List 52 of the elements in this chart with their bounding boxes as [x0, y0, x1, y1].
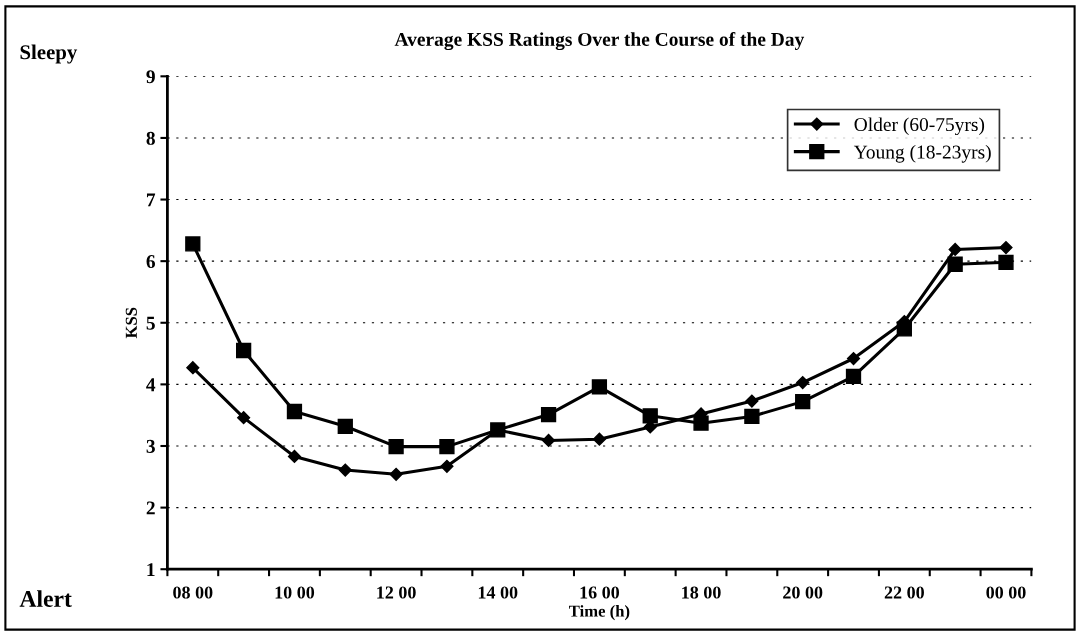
- point: [744, 408, 760, 425]
- x-tick-label: 00 00: [986, 586, 1026, 599]
- point: [591, 379, 608, 395]
- point: [948, 242, 962, 257]
- y-tick-label: 6: [146, 255, 156, 269]
- point: [541, 433, 556, 448]
- x-tick-label: 18 00: [682, 586, 721, 599]
- point: [338, 463, 352, 477]
- point: [795, 393, 811, 410]
- y-tick-label: 8: [146, 131, 155, 145]
- point: [845, 368, 862, 385]
- y-axis-title: KSS: [125, 307, 137, 339]
- y-tick-label: 1: [147, 563, 155, 576]
- legend-label: Young (18-23yrs): [853, 144, 991, 163]
- x-tick-label: 10 00: [275, 586, 315, 599]
- y-tick-label: 9: [146, 70, 155, 84]
- legend-label: Older (60-75yrs): [854, 117, 985, 136]
- point: [998, 254, 1014, 271]
- point: [592, 432, 606, 446]
- x-tick-label: 20 00: [783, 586, 823, 599]
- chart-title: Average KSS Ratings Over the Course of the Day: [394, 32, 805, 51]
- y-tick-label: 3: [146, 439, 155, 453]
- point: [235, 342, 252, 359]
- y-tick-label: 2: [146, 501, 155, 515]
- point: [745, 394, 759, 408]
- y-tick-label: 4: [146, 378, 156, 392]
- point: [185, 236, 201, 252]
- point: [947, 256, 963, 272]
- point: [286, 403, 303, 420]
- point: [287, 449, 302, 464]
- point: [337, 418, 353, 434]
- x-tick-label: 12 00: [377, 586, 416, 599]
- y-tick-label: 5: [146, 316, 155, 330]
- x-tick-label: 08 00: [173, 586, 213, 599]
- point: [642, 408, 658, 424]
- point: [440, 459, 454, 473]
- point: [999, 241, 1013, 255]
- point: [389, 467, 403, 481]
- y-tick-label: 7: [146, 193, 156, 207]
- x-tick-label: 16 00: [580, 586, 620, 599]
- point: [540, 406, 557, 423]
- point: [186, 361, 200, 375]
- text: Sleepy: [20, 44, 78, 64]
- point: [237, 411, 251, 425]
- point: [846, 351, 861, 366]
- point: [439, 438, 455, 455]
- x-tick-label: 22 00: [884, 586, 924, 599]
- x-axis-title: Time (h): [569, 605, 630, 621]
- text: Alert: [19, 590, 72, 607]
- point: [796, 375, 810, 390]
- point: [388, 438, 404, 455]
- x-tick-label: 14 00: [478, 586, 518, 599]
